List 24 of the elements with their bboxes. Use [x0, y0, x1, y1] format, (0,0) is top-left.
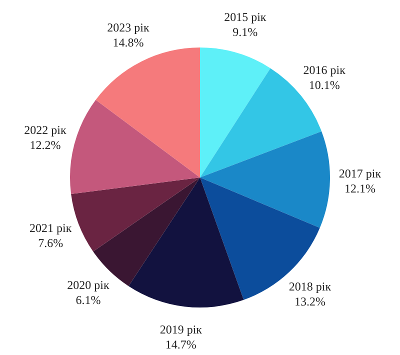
data-label: 7.6% — [38, 236, 64, 250]
slice-label: 2016 рік — [303, 62, 346, 77]
data-label: 14.8% — [112, 36, 144, 50]
data-label: 12.2% — [30, 138, 61, 152]
pie-slice — [200, 131, 330, 228]
pie-slice — [70, 100, 200, 194]
pie-slice — [96, 48, 200, 178]
slice-label: 2020 рік — [67, 278, 110, 292]
slice-label: 2018 рік — [288, 280, 332, 294]
data-label: 6.1% — [76, 292, 101, 307]
slice-label: 2021 рік — [30, 220, 72, 235]
slice-label: 2022 рік — [24, 122, 66, 137]
slice-label: 2017 рік — [338, 166, 382, 180]
slice-label: 2019 рік — [160, 322, 202, 336]
pie-slice — [200, 48, 270, 178]
data-label: 10.1% — [308, 78, 340, 92]
data-label: 12.1% — [344, 181, 376, 196]
data-label: 9.1% — [232, 25, 258, 40]
pie-slice — [71, 178, 200, 252]
slice-label: 2015 рік — [224, 10, 266, 24]
pie-slice — [128, 178, 244, 308]
slice-label: 2023 рік — [107, 20, 150, 35]
data-label: 13.2% — [294, 294, 326, 309]
data-label: 14.7% — [165, 337, 196, 352]
